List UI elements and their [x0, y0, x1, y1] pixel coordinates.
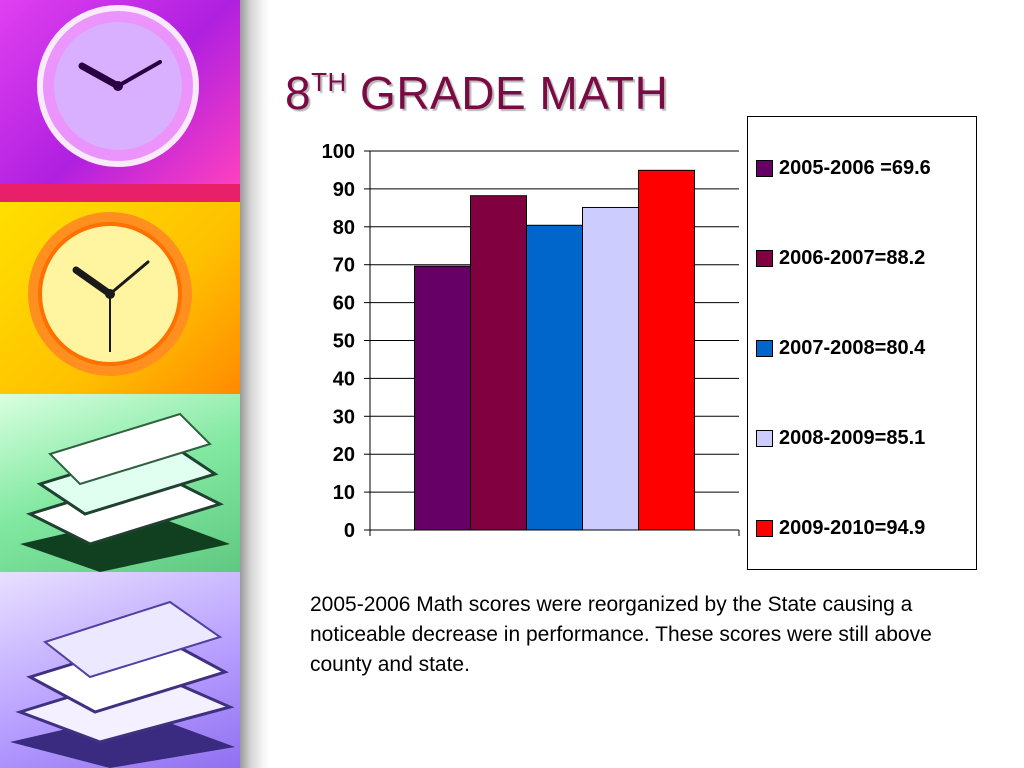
- legend-item-0: 2005-2006 =69.6: [756, 157, 931, 180]
- legend-label-3: 2008-2009=85.1: [779, 427, 926, 449]
- strip-shadow: [240, 0, 270, 768]
- y-tick-label-3: 30: [333, 406, 355, 428]
- y-tick-label-6: 60: [333, 293, 355, 315]
- purple-books-photo: [0, 572, 240, 768]
- chart-legend: 2005-2006 =69.6 2006-2007=88.2 2007-2008=8…: [747, 116, 977, 570]
- purple-clock-icon: [37, 5, 199, 167]
- bar-2: [526, 224, 583, 531]
- legend-label-1: 2006-2007=88.2: [779, 247, 926, 269]
- y-tick-label-8: 80: [333, 217, 355, 239]
- slide-caption: 2005-2006 Math scores were reorganized b…: [310, 593, 932, 676]
- yellow-clock-photo: [0, 202, 240, 394]
- books-stack-icon: [20, 412, 230, 572]
- page-title: 8TH GRADE MATH: [285, 66, 669, 119]
- y-tick-label-2: 20: [333, 444, 355, 466]
- y-tick-label-1: 10: [333, 482, 355, 504]
- legend-label-4: 2009-2010=94.9: [779, 517, 926, 539]
- legend-item-4: 2009-2010=94.9: [756, 517, 925, 540]
- y-tick-label-7: 70: [333, 255, 355, 277]
- legend-swatch-0: [756, 160, 773, 177]
- legend-swatch-4: [756, 520, 773, 537]
- legend-label-0: 2005-2006 =69.6: [779, 157, 931, 179]
- legend-item-3: 2008-2009=85.1: [756, 427, 925, 450]
- legend-item-2: 2007-2008=80.4: [756, 337, 925, 360]
- papers-stack-icon: [10, 600, 235, 768]
- green-books-photo: [0, 394, 240, 572]
- y-tick-label-4: 40: [333, 368, 355, 390]
- legend-label-2: 2007-2008=80.4: [779, 337, 926, 359]
- y-tick-label-0: 0: [344, 520, 355, 542]
- legend-swatch-3: [756, 430, 773, 447]
- legend-swatch-1: [756, 250, 773, 267]
- legend-swatch-2: [756, 340, 773, 357]
- decorative-photo-strip: [0, 0, 240, 768]
- bar-4: [638, 169, 695, 531]
- y-tick-label-5: 50: [333, 331, 355, 353]
- y-tick-label-10: 100: [322, 141, 355, 163]
- red-band: [0, 184, 240, 202]
- y-tick-label-9: 90: [333, 179, 355, 201]
- bar-3: [582, 206, 639, 531]
- purple-clock-photo: [0, 0, 240, 184]
- legend-item-1: 2006-2007=88.2: [756, 247, 925, 270]
- bar-1: [470, 195, 527, 531]
- bar-0: [414, 265, 471, 531]
- orange-clock-icon: [28, 212, 192, 376]
